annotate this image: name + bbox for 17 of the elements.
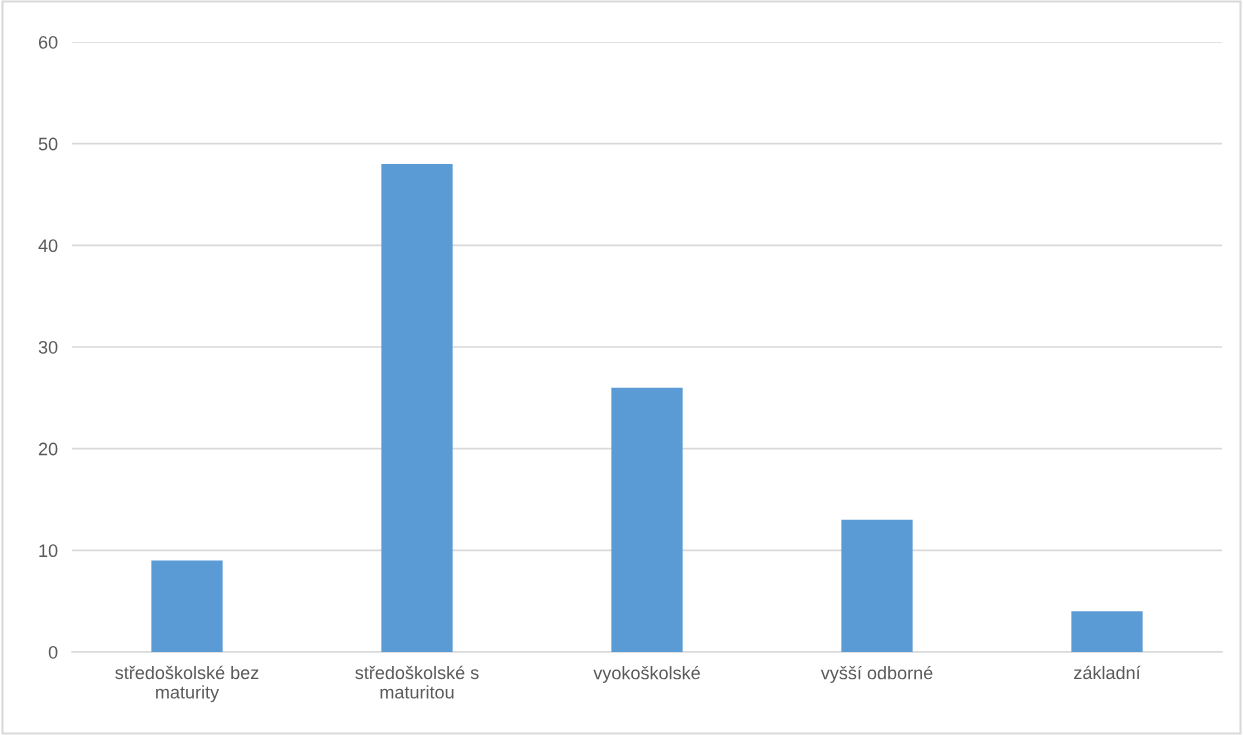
y-tick-label: 40: [38, 239, 58, 253]
bar: [1071, 611, 1143, 652]
x-tick-label: středoškolské s maturitou: [355, 665, 479, 699]
y-tick-label: 20: [38, 442, 58, 456]
y-tick-label: 60: [38, 35, 58, 49]
y-tick-label: 10: [39, 544, 58, 558]
y-tick-label: 0: [48, 645, 58, 659]
bar: [381, 164, 453, 652]
x-tick-label: středoškolské bez maturity: [115, 665, 259, 703]
x-tick-label: vyšší odborné: [820, 665, 933, 683]
x-tick-label: základní: [1074, 665, 1141, 680]
x-tick-label: vyokoškolské: [593, 665, 700, 683]
y-tick-label: 50: [38, 137, 58, 151]
bar: [611, 387, 683, 652]
y-tick-label: 30: [38, 340, 58, 354]
bar: [841, 519, 913, 652]
bar: [151, 560, 223, 652]
